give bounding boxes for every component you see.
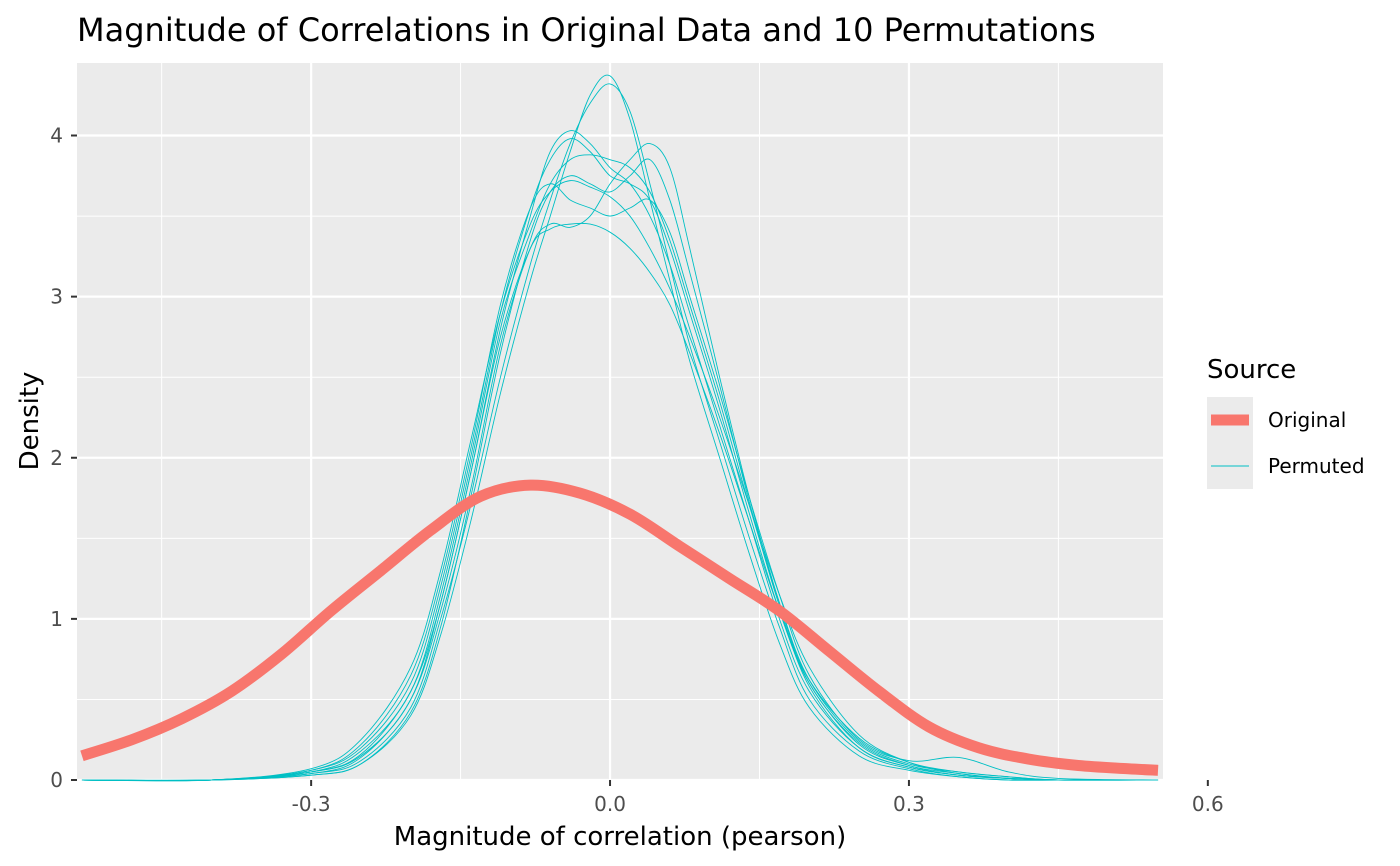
plot-panel [77, 63, 1163, 780]
x-axis: -0.3 0.0 0.3 0.6 [292, 780, 1224, 816]
series-line-permuted [81, 83, 1159, 781]
y-tick-label: 0 [50, 768, 63, 792]
y-axis-title: Density [15, 372, 45, 471]
x-tick-label: 0.0 [594, 792, 626, 816]
y-tick-label: 1 [50, 607, 63, 631]
series-line-permuted [81, 222, 1159, 782]
x-tick-label: 0.3 [893, 792, 925, 816]
x-tick-label: 0.6 [1192, 792, 1224, 816]
series-line-permuted [81, 183, 1159, 782]
series-line-original [80, 479, 1159, 776]
series-line-permuted [81, 158, 1159, 781]
legend-title: Source [1207, 355, 1296, 385]
series-layer [80, 74, 1159, 782]
series-line-permuted [81, 180, 1159, 782]
series-line-permuted [81, 143, 1159, 781]
series-line-permuted [81, 138, 1159, 782]
y-axis: 0 1 2 3 4 [50, 124, 77, 792]
minor-gridlines [77, 63, 1163, 780]
legend-label-original: Original [1268, 408, 1346, 432]
series-line-permuted [81, 74, 1159, 781]
chart-title: Magnitude of Correlations in Original Da… [77, 11, 1096, 49]
major-gridlines [77, 63, 1209, 782]
x-tick-label: -0.3 [292, 792, 331, 816]
y-tick-label: 4 [50, 124, 63, 148]
y-tick-label: 2 [50, 446, 63, 470]
legend: Source Original Permuted [1207, 355, 1365, 489]
y-tick-label: 3 [50, 285, 63, 309]
legend-label-permuted: Permuted [1268, 454, 1365, 478]
x-axis-title: Magnitude of correlation (pearson) [394, 822, 846, 852]
